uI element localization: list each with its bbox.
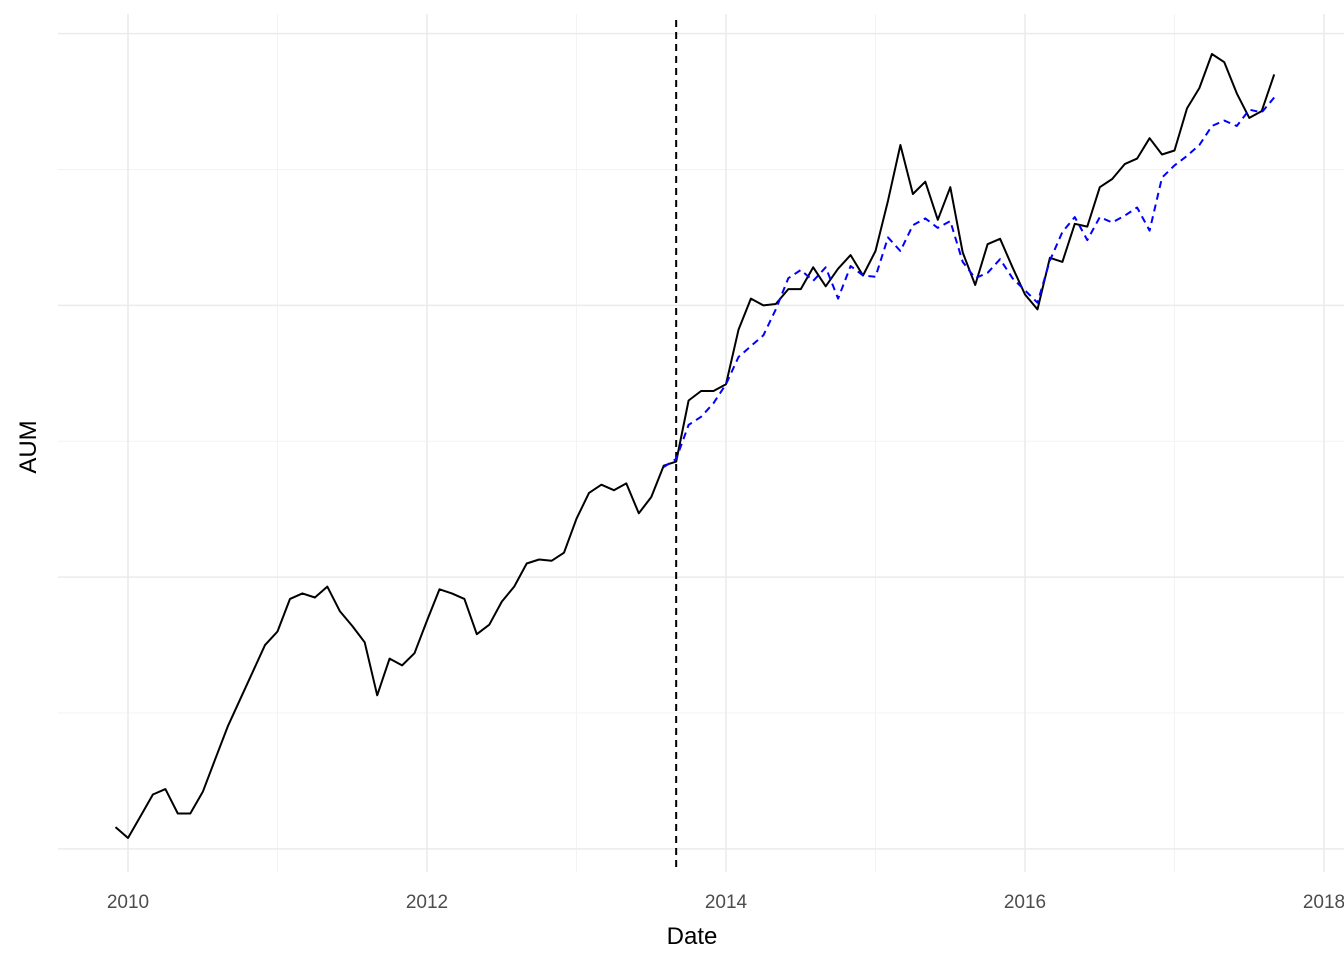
x-tick-label: 2012: [406, 892, 448, 913]
x-tick-label: 2014: [705, 892, 748, 913]
x-tick-label: 2016: [1004, 892, 1046, 913]
series-layer: [114, 53, 1276, 839]
forecast-series-line: [663, 96, 1275, 468]
x-axis-title: Date: [667, 923, 718, 950]
major-gridlines: [58, 14, 1344, 872]
x-axis-tick-labels: 2010 2012 2014 2016 2018: [107, 892, 1344, 913]
y-axis-title: AUM: [15, 420, 42, 473]
x-tick-label: 2018: [1303, 892, 1344, 913]
minor-gridlines: [58, 14, 1344, 872]
x-tick-label: 2010: [107, 892, 149, 913]
actual-series-line: [114, 53, 1276, 839]
